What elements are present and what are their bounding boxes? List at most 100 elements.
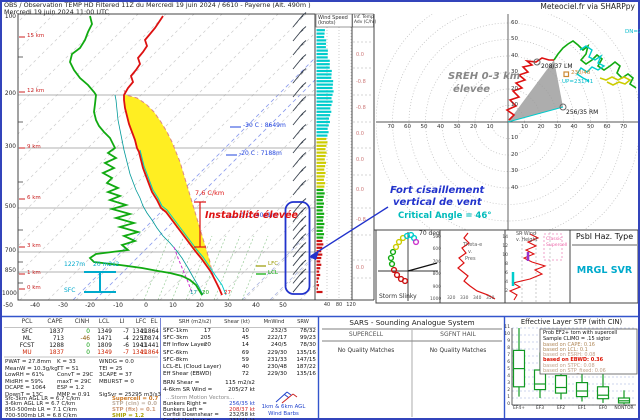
srwind-km-tick: 6	[505, 271, 508, 276]
barb-legend-1: 1km & 6km AGL	[261, 404, 306, 410]
lfc-label: LFC	[268, 261, 279, 267]
pressure-label: 850	[4, 268, 16, 275]
thermo-row-name: SFC	[21, 329, 33, 335]
thermo-row-name: ML	[22, 336, 32, 342]
temp-tick-label: -40	[30, 302, 40, 309]
shear-annotation-1: Fort cisaillement	[390, 185, 485, 196]
hodo-axis-label: 10	[511, 135, 518, 141]
barb-legend-2: Wind Barbs	[268, 410, 299, 417]
iso-minus30-label: -30 C : 8649m	[243, 122, 286, 129]
hodo-trace-9-12km	[576, 45, 606, 82]
thermo-header: LI	[119, 319, 125, 325]
lapse-rate-stat: 850-500mb LR = 7.1 C/km	[5, 407, 77, 414]
stp-category-label: EF4+	[513, 406, 525, 411]
header-line2: Mercredi 19 juin 2024 11:00 UTC	[4, 8, 109, 16]
hodo-axis-label: 10	[486, 123, 494, 130]
kinematics-cell: 232/3	[270, 327, 287, 334]
stp-title: Effective Layer STP (with CIN)	[520, 317, 623, 326]
wind-axis-label: 120	[346, 301, 356, 308]
stp-category-label: EF3	[535, 406, 545, 411]
sars-title: SARS - Sounding Analogue System	[349, 318, 475, 327]
critical-angle-label: Critical Angle = 46°	[398, 211, 492, 221]
hodo-axis-label: 50	[587, 123, 594, 130]
haz-title: Psbl Haz. Type	[575, 232, 634, 241]
thermo-header: CAPE	[47, 319, 63, 325]
thermo-stat: TEI = 25	[99, 365, 123, 372]
sreh-area	[508, 60, 563, 122]
srwind-km-tick: 12	[502, 244, 508, 249]
virtual-temp-curve	[139, 149, 227, 296]
temp-adv-value: 0.0	[356, 130, 364, 137]
thermo-cell: 1837	[49, 329, 64, 335]
kinematics-header: SRW	[297, 318, 309, 325]
kinematics-cell: 14	[241, 341, 249, 348]
pressure-label: 700	[4, 248, 16, 255]
hodo-axis-label: 60	[404, 123, 411, 130]
header-line1: OBS / Observation TEMP HD Filtered 11Z d…	[4, 1, 311, 9]
thetae-label-1: Theta-e	[463, 242, 483, 248]
thermo-stat: SigSvr = 25295 m3/s3	[99, 391, 161, 398]
eff-inflow-srh: 20 m2s2	[93, 261, 120, 268]
parcel-trace	[123, 89, 223, 296]
stp-legend-title-1: Prob EF2+ torn with supercell	[543, 329, 618, 336]
kinematics-header: MnWind	[263, 318, 285, 325]
kinematics-cell: 17	[203, 327, 211, 334]
temp-tick-label: 10	[169, 302, 177, 309]
thermo-cell: 1809	[97, 343, 112, 349]
stp-legend-row: based on EBWD: 0.36	[543, 357, 604, 364]
stp-category-label: EF2	[556, 406, 566, 411]
temp-adv-title-1: Inf. Temp	[354, 14, 374, 20]
kinematics-cell: 78/30	[299, 341, 316, 348]
stp-y-tick: 9	[507, 338, 510, 344]
storm-vector-value: 231/41 kt	[219, 418, 255, 420]
thermo-stat: 3CAPE = 37	[99, 372, 132, 378]
shear-annotation-2: vertical de vent	[393, 197, 482, 208]
kinematics-cell: 229/30	[267, 371, 287, 377]
temp-tick-label: 40	[252, 302, 260, 309]
thetae-tick: 800	[432, 272, 441, 278]
thetae-tick: 330	[460, 296, 469, 301]
thermo-cell: 11864	[140, 329, 159, 335]
lapse-rate-stat: 700-500mb LR = 6.8 C/km	[5, 413, 77, 420]
thermo-cell: 11864	[140, 350, 159, 356]
kinematics-cell: 45	[241, 334, 249, 341]
kinematics-row-name: SFC-1km	[163, 327, 188, 334]
left-mover-label: 208/37 LM	[541, 63, 573, 70]
kinematics-cell: 78/32	[299, 327, 316, 334]
thetae-tick: 600	[432, 247, 441, 253]
thermo-stat: PWAT = 27.8mm	[5, 359, 52, 365]
hodo-axis-label: 70	[620, 123, 627, 130]
thermo-cell: 1941	[132, 343, 147, 349]
lapse-rate-stat: Sfc-3km AGL LR = 6.7 C/km	[5, 395, 81, 402]
height-label: 15 km	[27, 33, 45, 40]
pressure-label: 200	[4, 91, 16, 98]
height-label: 12 km	[27, 88, 45, 95]
thermo-cell: 0	[86, 329, 90, 335]
storm-slinky	[378, 231, 438, 301]
storm-vector-value: 208/37 kt	[229, 406, 255, 413]
stp-legend-row: based on STP_fixed: 0.06	[543, 368, 606, 374]
srwind-label-2: v. Height	[516, 238, 538, 243]
eff-inflow-height: 1227m	[64, 261, 86, 268]
thermo-cell: 1349	[132, 329, 147, 335]
kinematics-cell: 40	[241, 364, 249, 370]
hodo-axis-label: 40	[511, 52, 518, 59]
lapse-rate-bracket	[194, 201, 206, 248]
composite-index: Supercell = 0.7	[112, 395, 159, 402]
temp-tick-label: -20	[85, 302, 95, 309]
temp-tick-label: -50	[3, 302, 13, 309]
temp-adv-value: 0.0	[356, 186, 364, 193]
hodo-axis-label: 40	[511, 184, 518, 191]
thermo-stat: maxT = 29C	[57, 378, 92, 385]
hodo-trace-6-9km	[599, 76, 632, 86]
sreh-annotation-1: SREH 0-3 km	[448, 71, 521, 82]
storm-vector-value: 232/58 kt	[229, 412, 255, 419]
thermo-stat: MidRH = 59%	[5, 378, 44, 385]
thermo-cell: -6	[123, 343, 129, 349]
stp-y-tick: 10	[504, 331, 510, 337]
haz-value: MRGL SVR	[576, 265, 633, 276]
storm-motion-title: ...Storm Motion Vectors...	[166, 394, 235, 401]
hodo-axis-label: 50	[511, 36, 518, 42]
thermo-cell: 1349	[97, 350, 112, 356]
srwind-km-tick: 10	[502, 253, 508, 258]
